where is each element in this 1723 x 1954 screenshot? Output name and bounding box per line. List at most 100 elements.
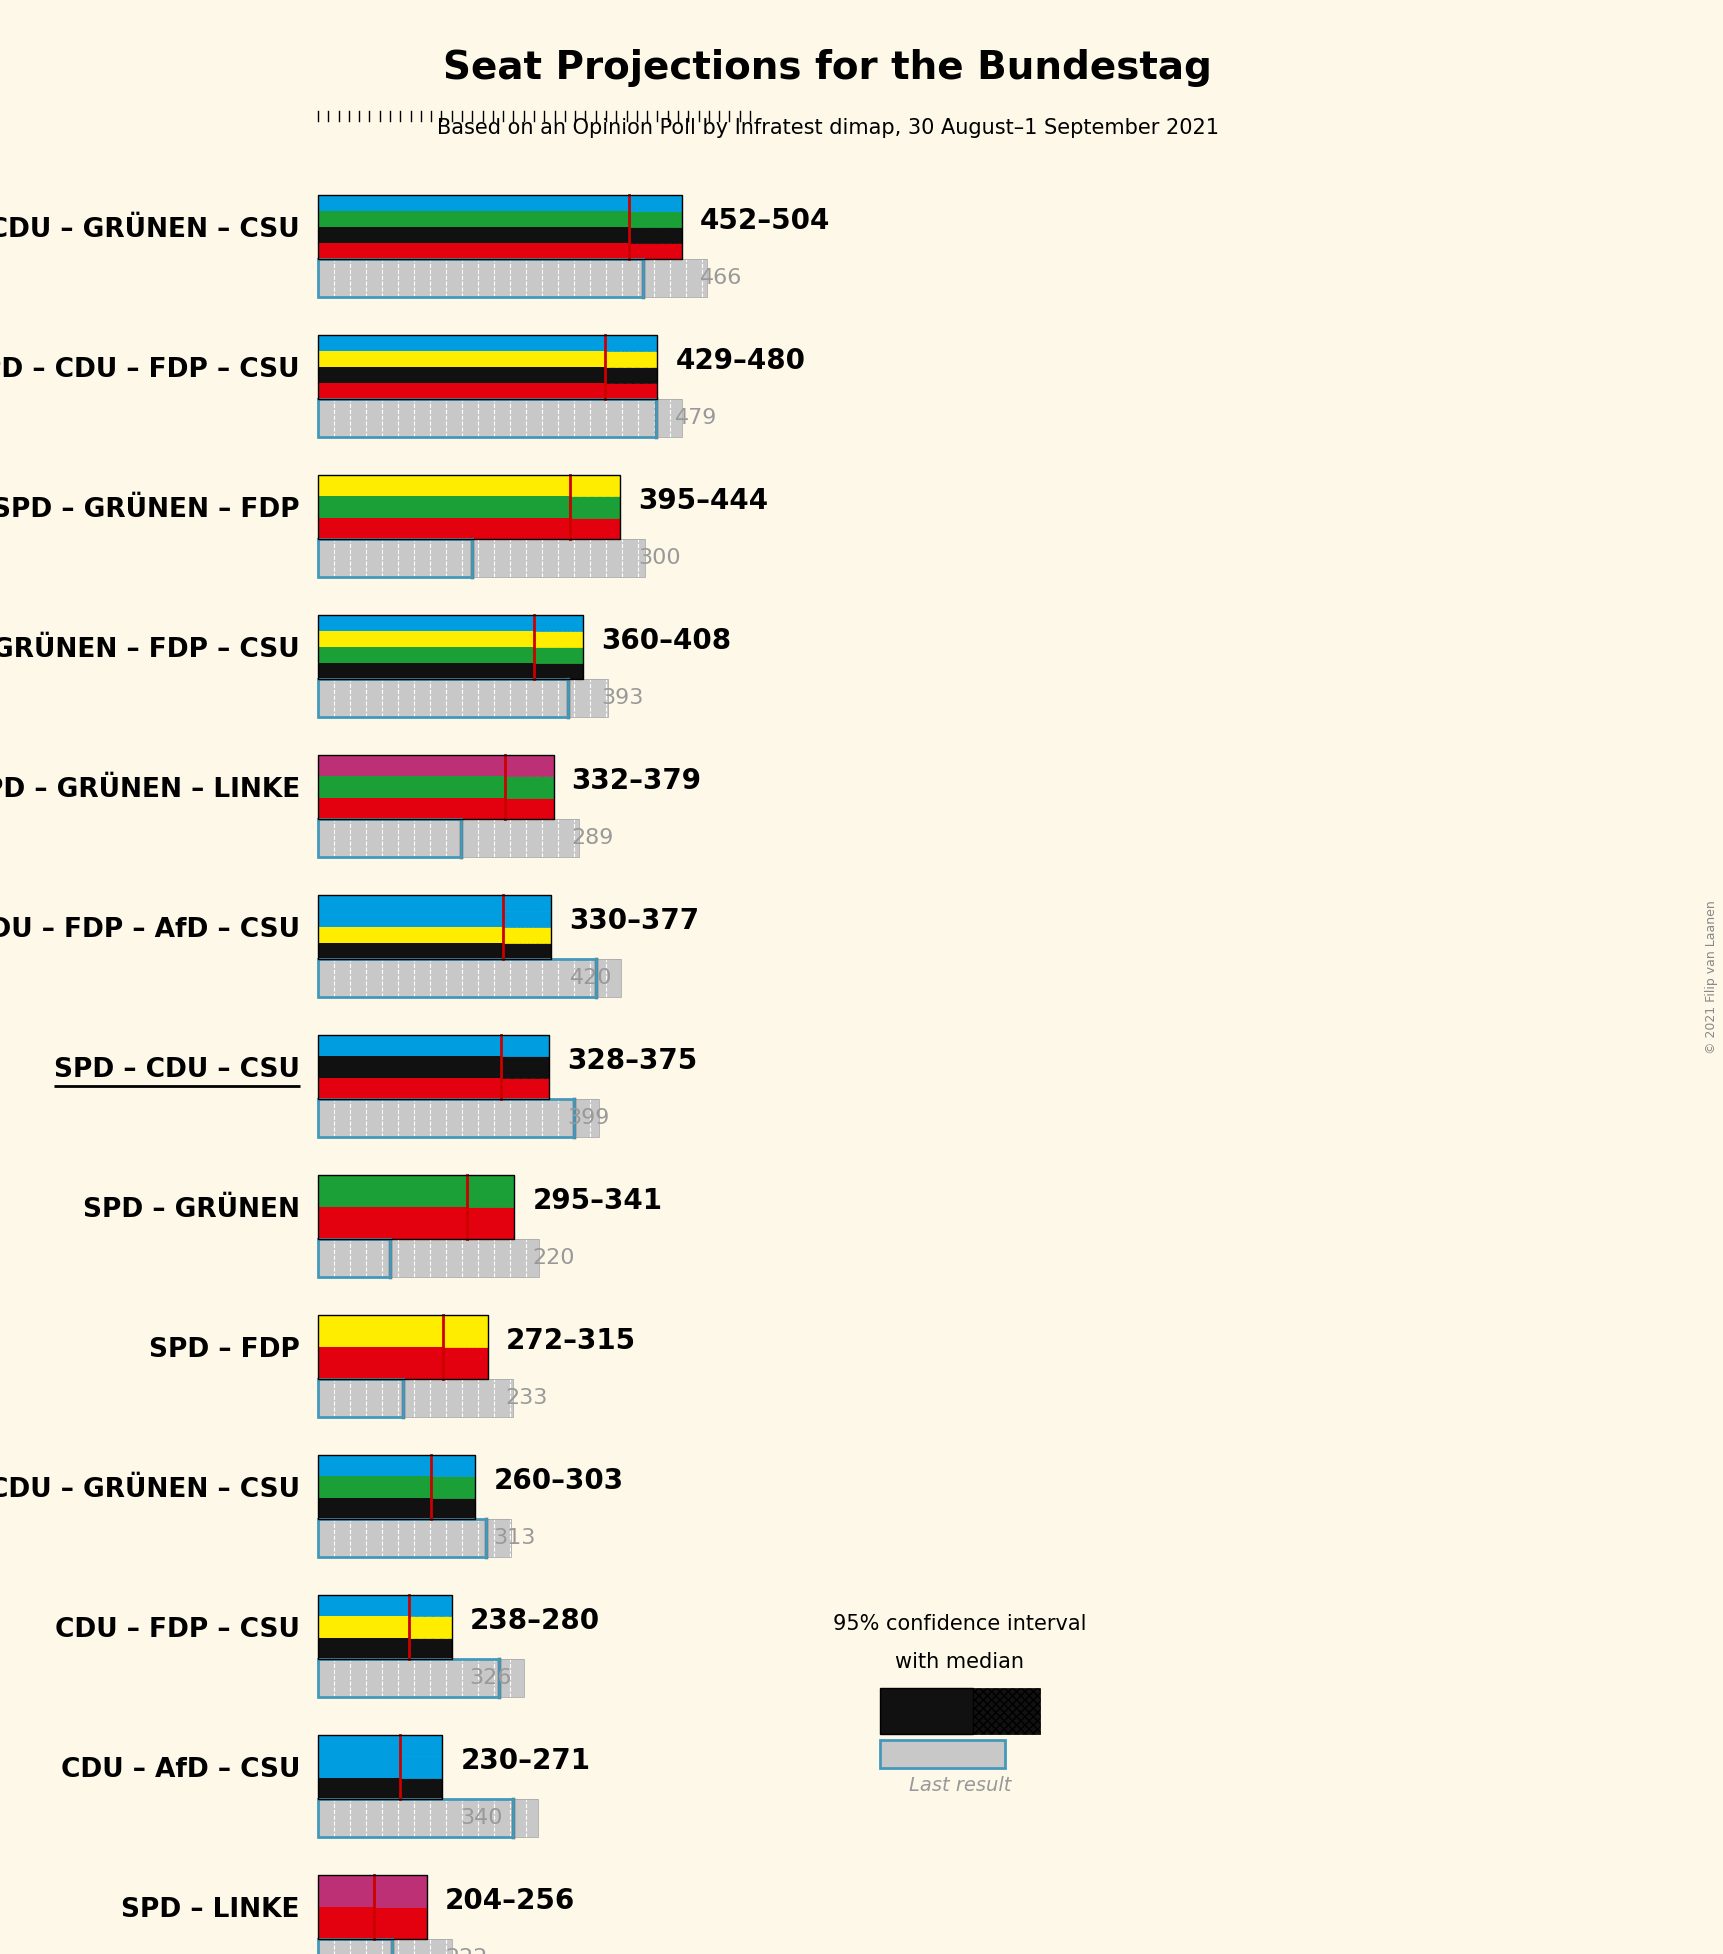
Bar <box>317 211 629 227</box>
Text: 420: 420 <box>569 967 612 989</box>
Bar <box>317 1876 427 1938</box>
Bar <box>317 475 620 539</box>
Bar <box>317 475 570 496</box>
Bar <box>400 1778 443 1800</box>
Text: 289: 289 <box>572 828 613 848</box>
Bar <box>317 539 644 576</box>
Text: SPD – GRÜNEN: SPD – GRÜNEN <box>83 1198 300 1223</box>
Bar <box>317 1659 498 1696</box>
Bar <box>534 616 582 631</box>
Bar <box>317 1938 451 1954</box>
Bar <box>317 959 596 997</box>
Bar <box>317 1659 524 1696</box>
Bar <box>317 754 505 776</box>
Text: © 2021 Filip van Laanen: © 2021 Filip van Laanen <box>1704 901 1718 1053</box>
Bar <box>431 1477 476 1497</box>
Text: 452–504: 452–504 <box>700 207 830 234</box>
Text: 399: 399 <box>567 1108 610 1127</box>
Text: 260–303: 260–303 <box>493 1467 624 1495</box>
Bar <box>317 1637 408 1659</box>
Bar <box>317 1174 513 1239</box>
Bar <box>317 1518 510 1557</box>
Bar <box>879 1739 1005 1768</box>
Text: SPD – GRÜNEN – LINKE: SPD – GRÜNEN – LINKE <box>0 778 300 803</box>
Bar <box>317 227 629 242</box>
Bar <box>317 926 503 944</box>
Text: 300: 300 <box>638 547 681 569</box>
Bar <box>503 911 551 926</box>
Text: SPD – CDU – GRÜNEN – CSU: SPD – CDU – GRÜNEN – CSU <box>0 217 300 242</box>
Text: 395–444: 395–444 <box>638 487 768 514</box>
Bar <box>317 1735 400 1757</box>
Bar <box>317 662 534 678</box>
Bar <box>317 334 656 399</box>
Bar <box>317 1239 539 1278</box>
Bar <box>317 944 503 959</box>
Text: 230–271: 230–271 <box>460 1747 589 1774</box>
Text: SPD – CDU – FDP – CSU: SPD – CDU – FDP – CSU <box>0 358 300 383</box>
Bar <box>408 1637 451 1659</box>
Bar <box>534 662 582 678</box>
Text: SPD – GRÜNEN – FDP: SPD – GRÜNEN – FDP <box>0 496 300 524</box>
Bar <box>317 616 534 631</box>
Bar <box>317 1380 512 1417</box>
Bar <box>317 399 682 438</box>
Text: 330–377: 330–377 <box>569 907 700 934</box>
Bar <box>501 1079 550 1098</box>
Bar <box>317 1907 374 1938</box>
Bar <box>317 367 605 383</box>
Text: Seat Projections for the Bundestag: Seat Projections for the Bundestag <box>443 49 1211 88</box>
Text: 479: 479 <box>675 408 717 428</box>
Bar <box>317 1239 389 1278</box>
Bar <box>431 1456 476 1477</box>
Bar <box>317 959 620 997</box>
Bar <box>400 1735 443 1757</box>
Bar <box>374 1907 427 1938</box>
Bar <box>317 1518 486 1557</box>
Text: 360–408: 360–408 <box>601 627 731 655</box>
Bar <box>317 1938 391 1954</box>
Text: 313: 313 <box>493 1528 536 1548</box>
Bar <box>505 776 553 797</box>
Bar <box>317 1315 443 1346</box>
Bar <box>605 352 656 367</box>
Bar <box>317 1036 550 1098</box>
Bar <box>317 819 579 858</box>
Text: 332–379: 332–379 <box>572 766 701 795</box>
Bar <box>501 1057 550 1079</box>
Bar <box>317 1346 443 1380</box>
Bar <box>317 797 505 819</box>
Text: 429–480: 429–480 <box>675 346 805 375</box>
Text: CDU – FDP – AfD – CSU: CDU – FDP – AfD – CSU <box>0 916 300 944</box>
Bar <box>317 1616 408 1637</box>
Bar <box>317 352 605 367</box>
Bar <box>317 399 656 438</box>
Bar <box>400 1757 443 1778</box>
Text: CDU – GRÜNEN – FDP – CSU: CDU – GRÜNEN – FDP – CSU <box>0 637 300 662</box>
Bar <box>317 647 534 662</box>
Bar <box>317 539 472 576</box>
Text: 220: 220 <box>532 1249 575 1268</box>
Bar <box>317 1380 512 1417</box>
Bar <box>317 1477 431 1497</box>
Bar <box>317 678 608 717</box>
Bar <box>629 242 682 260</box>
Text: CDU – AfD – CSU: CDU – AfD – CSU <box>60 1757 300 1784</box>
Bar <box>879 1688 972 1733</box>
Bar <box>443 1346 488 1380</box>
Bar <box>317 1174 467 1208</box>
Bar <box>317 1778 400 1800</box>
Text: 95% confidence interval: 95% confidence interval <box>832 1614 1085 1634</box>
Bar <box>317 895 551 959</box>
Bar <box>317 242 629 260</box>
Text: 295–341: 295–341 <box>532 1186 662 1215</box>
Bar <box>317 895 503 911</box>
Bar <box>317 399 682 438</box>
Bar <box>317 1800 538 1837</box>
Bar <box>317 1518 510 1557</box>
Bar <box>317 1800 538 1837</box>
Bar <box>629 195 682 211</box>
Bar <box>317 260 706 297</box>
Text: 466: 466 <box>700 268 743 287</box>
Bar <box>317 1594 451 1659</box>
